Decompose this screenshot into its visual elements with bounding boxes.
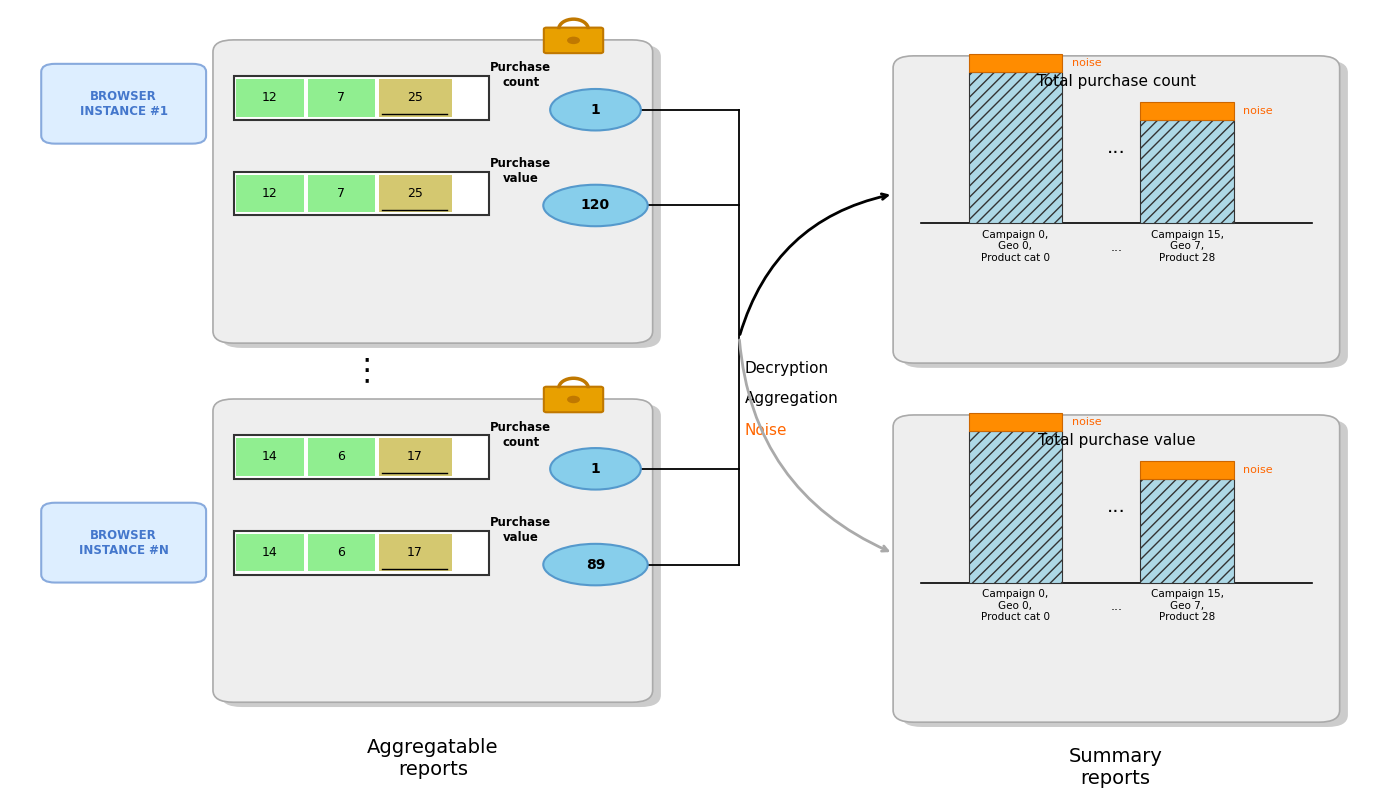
Bar (236, 534, 304, 571)
Text: ...: ... (1107, 497, 1125, 516)
Text: noise: noise (1243, 465, 1274, 475)
Text: 7: 7 (337, 187, 345, 200)
Bar (236, 438, 304, 476)
FancyBboxPatch shape (901, 61, 1348, 368)
Bar (969, 72, 1062, 223)
Text: Noise: Noise (745, 424, 787, 438)
Circle shape (567, 396, 580, 403)
Text: Purchase
count: Purchase count (491, 61, 551, 89)
Text: 6: 6 (337, 450, 345, 464)
Text: Campaign 0,
Geo 0,
Product cat 0: Campaign 0, Geo 0, Product cat 0 (981, 230, 1050, 263)
Text: Decryption: Decryption (745, 361, 829, 376)
Bar (969, 54, 1062, 72)
Bar (1140, 120, 1234, 223)
Text: 17: 17 (407, 450, 423, 464)
Bar (1140, 461, 1234, 479)
FancyBboxPatch shape (893, 56, 1340, 363)
Bar (379, 534, 452, 571)
Text: ...: ... (1110, 600, 1123, 613)
Text: Aggregatable
reports: Aggregatable reports (367, 737, 499, 779)
Text: ...: ... (1107, 138, 1125, 157)
Text: ...: ... (1110, 241, 1123, 254)
Bar (308, 438, 375, 476)
Circle shape (567, 37, 580, 44)
Text: 25: 25 (407, 91, 423, 105)
Ellipse shape (550, 448, 640, 489)
Text: ⋮: ⋮ (352, 357, 382, 385)
FancyBboxPatch shape (893, 415, 1340, 722)
Text: Purchase
value: Purchase value (491, 516, 551, 544)
Text: 89: 89 (585, 558, 605, 571)
Text: Aggregation: Aggregation (745, 392, 838, 406)
FancyBboxPatch shape (213, 40, 653, 343)
Text: Summary
reports: Summary reports (1069, 747, 1162, 788)
Text: Campaign 15,
Geo 7,
Product 28: Campaign 15, Geo 7, Product 28 (1150, 589, 1224, 622)
Text: 12: 12 (261, 91, 278, 105)
Bar (234, 435, 489, 479)
Bar (308, 79, 375, 117)
Bar (236, 79, 304, 117)
Text: 120: 120 (581, 199, 610, 212)
Text: 17: 17 (407, 546, 423, 559)
Text: Campaign 15,
Geo 7,
Product 28: Campaign 15, Geo 7, Product 28 (1150, 230, 1224, 263)
Text: Purchase
value: Purchase value (491, 157, 551, 185)
Text: Campaign 0,
Geo 0,
Product cat 0: Campaign 0, Geo 0, Product cat 0 (981, 589, 1050, 622)
Text: Total purchase value: Total purchase value (1037, 433, 1195, 448)
Bar (969, 413, 1062, 431)
Text: 12: 12 (261, 187, 278, 200)
FancyBboxPatch shape (901, 420, 1348, 727)
Bar (379, 438, 452, 476)
Bar (234, 531, 489, 575)
Text: BROWSER
INSTANCE #N: BROWSER INSTANCE #N (78, 528, 169, 557)
FancyBboxPatch shape (41, 64, 206, 144)
Text: Total purchase count: Total purchase count (1037, 74, 1195, 89)
Text: 1: 1 (591, 103, 600, 117)
Text: 1: 1 (591, 462, 600, 476)
Bar (379, 175, 452, 212)
Bar (234, 172, 489, 215)
FancyBboxPatch shape (221, 404, 661, 707)
Text: 14: 14 (261, 546, 278, 559)
Ellipse shape (550, 89, 640, 131)
Bar (969, 431, 1062, 583)
Text: 25: 25 (407, 187, 423, 200)
Ellipse shape (543, 544, 647, 586)
Text: 14: 14 (261, 450, 278, 464)
Bar (1140, 102, 1234, 120)
Bar (308, 175, 375, 212)
Text: Purchase
count: Purchase count (491, 421, 551, 448)
Text: 7: 7 (337, 91, 345, 105)
Text: noise: noise (1072, 417, 1102, 427)
Text: noise: noise (1072, 58, 1102, 68)
Text: 6: 6 (337, 546, 345, 559)
Bar (236, 175, 304, 212)
FancyBboxPatch shape (221, 45, 661, 348)
Bar (234, 76, 489, 120)
Bar (308, 534, 375, 571)
FancyBboxPatch shape (41, 503, 206, 583)
Bar (1140, 479, 1234, 583)
FancyBboxPatch shape (213, 399, 653, 702)
Text: noise: noise (1243, 106, 1274, 116)
Ellipse shape (543, 185, 647, 227)
FancyBboxPatch shape (544, 387, 603, 413)
Bar (379, 79, 452, 117)
FancyBboxPatch shape (544, 28, 603, 53)
Text: BROWSER
INSTANCE #1: BROWSER INSTANCE #1 (80, 89, 168, 118)
